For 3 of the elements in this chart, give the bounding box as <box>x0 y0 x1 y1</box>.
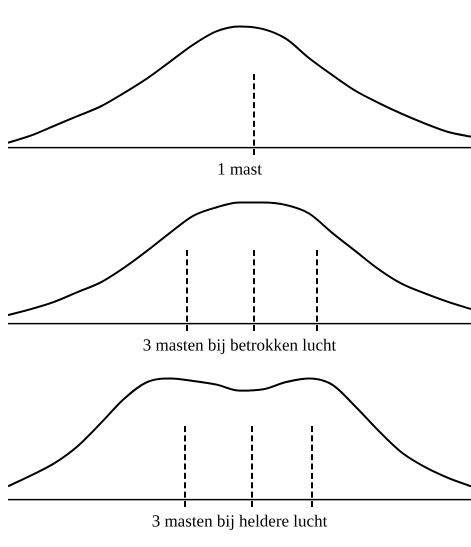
text: 3 masten bij betrokken lucht <box>142 335 337 354</box>
text: 1 mast <box>217 159 262 178</box>
text: 3 masten bij heldere lucht <box>152 511 328 530</box>
